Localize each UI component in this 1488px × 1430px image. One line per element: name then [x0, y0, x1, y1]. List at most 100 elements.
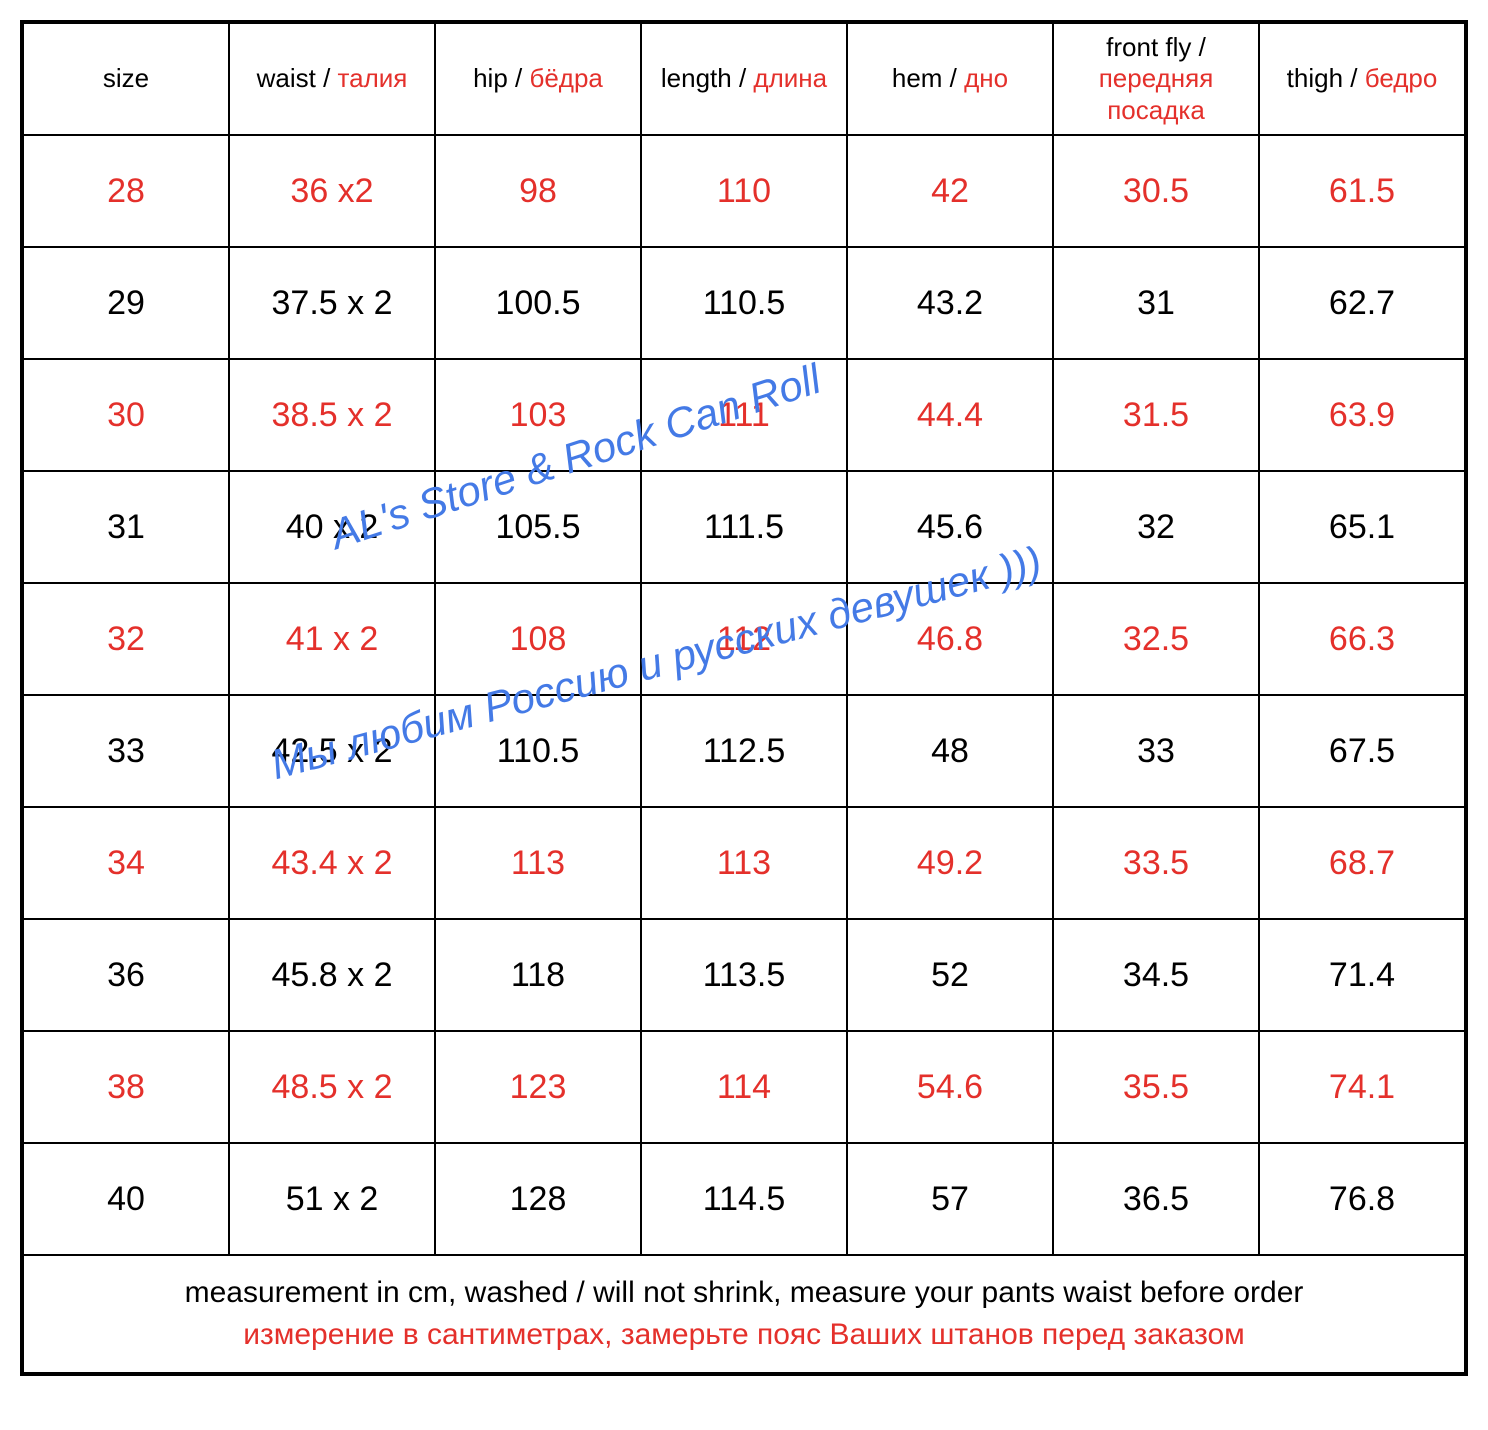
cell-value: 113 [641, 807, 847, 919]
table-row: 3645.8 x 2118113.55234.571.4 [23, 919, 1465, 1031]
cell-value: 110.5 [435, 695, 641, 807]
cell-value: 32 [23, 583, 229, 695]
cell-value: 67.5 [1259, 695, 1465, 807]
cell-value: 40 [23, 1143, 229, 1255]
table-row: 3140 x 2105.5111.545.63265.1 [23, 471, 1465, 583]
cell-value: 54.6 [847, 1031, 1053, 1143]
cell-value: 65.1 [1259, 471, 1465, 583]
cell-value: 46.8 [847, 583, 1053, 695]
cell-value: 98 [435, 135, 641, 247]
cell-value: 32.5 [1053, 583, 1259, 695]
size-chart: size waist / талия hip / бёдра length / … [20, 20, 1468, 1376]
cell-value: 45.6 [847, 471, 1053, 583]
cell-value: 112 [641, 583, 847, 695]
col-waist: waist / талия [229, 23, 435, 135]
col-ru: бёдра [529, 63, 602, 93]
cell-value: 113.5 [641, 919, 847, 1031]
cell-value: 33 [1053, 695, 1259, 807]
table-row: 3342.5 x 2110.5112.5483367.5 [23, 695, 1465, 807]
col-ru: бедро [1365, 63, 1438, 93]
cell-value: 35.5 [1053, 1031, 1259, 1143]
cell-value: 28 [23, 135, 229, 247]
col-size: size [23, 23, 229, 135]
footer-line-en: measurement in cm, washed / will not shr… [32, 1272, 1456, 1314]
footer-line-ru: измерение в сантиметрах, замерьте пояс В… [32, 1314, 1456, 1356]
col-hip: hip / бёдра [435, 23, 641, 135]
cell-value: 49.2 [847, 807, 1053, 919]
cell-value: 34 [23, 807, 229, 919]
cell-value: 44.4 [847, 359, 1053, 471]
col-length: length / длина [641, 23, 847, 135]
col-en: front fly / [1106, 32, 1206, 62]
cell-value: 31.5 [1053, 359, 1259, 471]
col-en: thigh / [1287, 63, 1365, 93]
cell-value: 42 [847, 135, 1053, 247]
cell-value: 76.8 [1259, 1143, 1465, 1255]
cell-value: 74.1 [1259, 1031, 1465, 1143]
table-body: 2836 x2981104230.561.52937.5 x 2100.5110… [23, 135, 1465, 1255]
footer-row: measurement in cm, washed / will not shr… [23, 1255, 1465, 1373]
cell-value: 30.5 [1053, 135, 1259, 247]
col-en: hip / [473, 63, 529, 93]
col-front-fly: front fly / передняя посадка [1053, 23, 1259, 135]
col-en: waist / [257, 63, 338, 93]
col-en: hem / [892, 63, 964, 93]
table-row: 2836 x2981104230.561.5 [23, 135, 1465, 247]
size-table: size waist / талия hip / бёдра length / … [22, 22, 1466, 1374]
cell-value: 66.3 [1259, 583, 1465, 695]
cell-value: 113 [435, 807, 641, 919]
table-row: 4051 x 2128114.55736.576.8 [23, 1143, 1465, 1255]
cell-value: 128 [435, 1143, 641, 1255]
col-en: length / [661, 63, 754, 93]
cell-value: 48 [847, 695, 1053, 807]
cell-value: 48.5 x 2 [229, 1031, 435, 1143]
table-row: 3241 x 210811246.832.566.3 [23, 583, 1465, 695]
cell-value: 105.5 [435, 471, 641, 583]
table-row: 3038.5 x 210311144.431.563.9 [23, 359, 1465, 471]
cell-value: 112.5 [641, 695, 847, 807]
header-row: size waist / талия hip / бёдра length / … [23, 23, 1465, 135]
cell-value: 108 [435, 583, 641, 695]
cell-value: 100.5 [435, 247, 641, 359]
cell-value: 37.5 x 2 [229, 247, 435, 359]
col-hem: hem / дно [847, 23, 1053, 135]
cell-value: 62.7 [1259, 247, 1465, 359]
cell-value: 45.8 x 2 [229, 919, 435, 1031]
cell-value: 33 [23, 695, 229, 807]
cell-value: 118 [435, 919, 641, 1031]
cell-value: 32 [1053, 471, 1259, 583]
cell-value: 61.5 [1259, 135, 1465, 247]
cell-value: 31 [1053, 247, 1259, 359]
cell-value: 43.2 [847, 247, 1053, 359]
cell-value: 68.7 [1259, 807, 1465, 919]
cell-value: 38 [23, 1031, 229, 1143]
col-ru: дно [964, 63, 1008, 93]
cell-value: 29 [23, 247, 229, 359]
cell-value: 114.5 [641, 1143, 847, 1255]
cell-value: 52 [847, 919, 1053, 1031]
cell-value: 103 [435, 359, 641, 471]
cell-value: 33.5 [1053, 807, 1259, 919]
cell-value: 41 x 2 [229, 583, 435, 695]
cell-value: 114 [641, 1031, 847, 1143]
cell-value: 31 [23, 471, 229, 583]
cell-value: 36 x2 [229, 135, 435, 247]
col-ru: талия [338, 63, 408, 93]
cell-value: 30 [23, 359, 229, 471]
col-ru: передняя посадка [1099, 63, 1214, 124]
cell-value: 123 [435, 1031, 641, 1143]
cell-value: 110 [641, 135, 847, 247]
cell-value: 63.9 [1259, 359, 1465, 471]
cell-value: 36 [23, 919, 229, 1031]
cell-value: 38.5 x 2 [229, 359, 435, 471]
col-ru: длина [753, 63, 827, 93]
cell-value: 57 [847, 1143, 1053, 1255]
cell-value: 43.4 x 2 [229, 807, 435, 919]
col-en: size [103, 63, 149, 93]
col-thigh: thigh / бедро [1259, 23, 1465, 135]
cell-value: 110.5 [641, 247, 847, 359]
cell-value: 111 [641, 359, 847, 471]
cell-value: 51 x 2 [229, 1143, 435, 1255]
cell-value: 42.5 x 2 [229, 695, 435, 807]
cell-value: 40 x 2 [229, 471, 435, 583]
